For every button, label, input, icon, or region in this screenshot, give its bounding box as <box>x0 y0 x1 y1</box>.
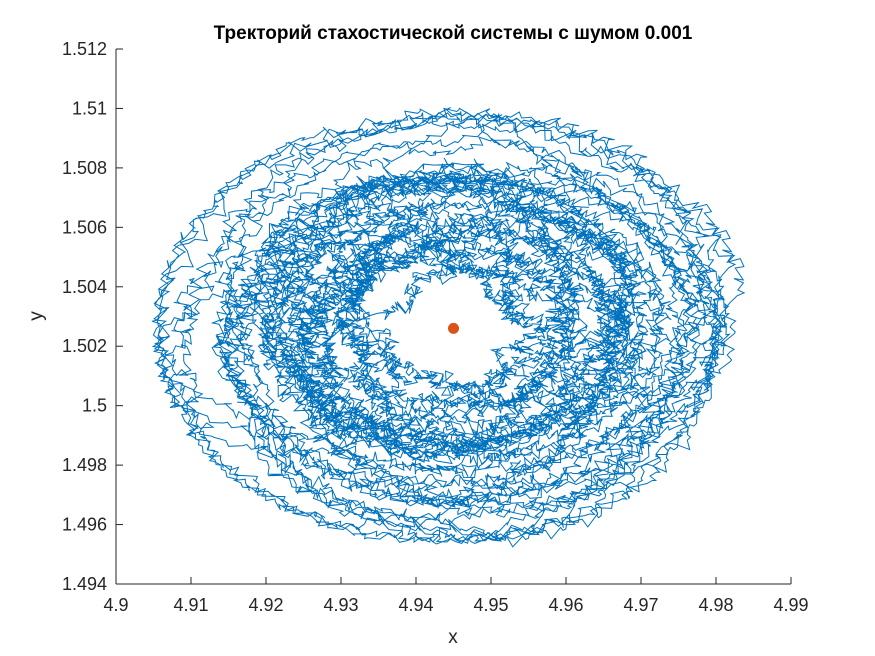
x-tick-label: 4.96 <box>548 595 583 615</box>
x-tick-label: 4.98 <box>698 595 733 615</box>
chart-title: Тректорий стахостической системы с шумом… <box>214 23 693 44</box>
x-tick-label: 4.9 <box>103 595 128 615</box>
y-tick-label: 1.51 <box>72 98 107 118</box>
y-axis-label: y <box>26 311 47 321</box>
axes <box>115 49 791 585</box>
plot-area <box>151 107 746 548</box>
y-tick-label: 1.512 <box>62 39 107 59</box>
y-tick-label: 1.498 <box>62 455 107 475</box>
y-tick-label: 1.494 <box>62 574 107 594</box>
x-axis-label: x <box>448 627 458 648</box>
x-tick-label: 4.99 <box>773 595 808 615</box>
y-tick-label: 1.504 <box>62 277 107 297</box>
y-axis-ticks: 1.494 1.496 1.498 1.5 1.502 1.504 1.506 1.508 1.… <box>62 39 123 594</box>
x-tick-label: 4.93 <box>323 595 358 615</box>
y-tick-label: 1.5 <box>82 396 107 416</box>
y-tick-label: 1.496 <box>62 515 107 535</box>
y-tick-label: 1.506 <box>62 217 107 237</box>
equilibrium-marker <box>448 322 459 334</box>
x-tick-label: 4.97 <box>623 595 658 615</box>
x-tick-label: 4.95 <box>473 595 508 615</box>
x-tick-label: 4.92 <box>248 595 283 615</box>
x-tick-label: 4.94 <box>398 595 433 615</box>
trajectory-line <box>151 107 746 548</box>
y-tick-label: 1.502 <box>62 336 107 356</box>
x-axis-ticks: 4.9 4.91 4.92 4.93 4.94 4.95 4.96 4.97 4.98 4.99 <box>103 577 809 615</box>
x-tick-label: 4.91 <box>173 595 208 615</box>
y-tick-label: 1.508 <box>62 158 107 178</box>
